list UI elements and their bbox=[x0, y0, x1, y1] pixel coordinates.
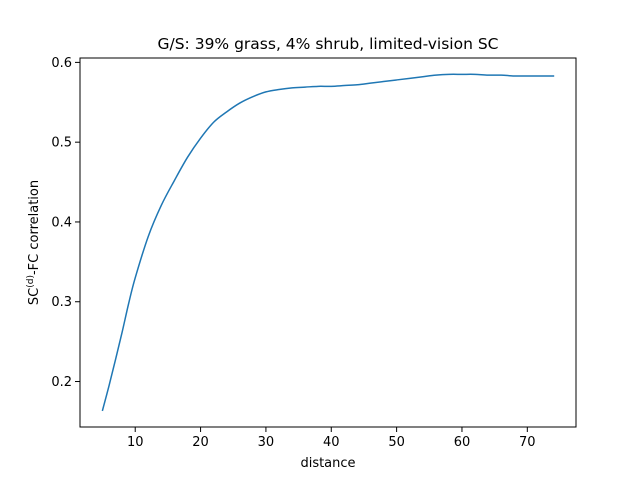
y-axis-label-suffix: -FC correlation bbox=[27, 180, 42, 275]
y-axis-label-prefix: SC bbox=[27, 288, 42, 305]
y-tick-label: 0.4 bbox=[51, 215, 72, 230]
y-tick-label: 0.2 bbox=[51, 375, 72, 390]
x-tick-label: 40 bbox=[323, 435, 340, 450]
y-tick-label: 0.3 bbox=[51, 295, 72, 310]
x-axis-label: distance bbox=[300, 456, 355, 471]
x-tick-label: 50 bbox=[388, 435, 405, 450]
x-tick-label: 30 bbox=[258, 435, 275, 450]
y-axis-label: SC(d)-FC correlation bbox=[26, 180, 42, 305]
x-tick-label: 70 bbox=[519, 435, 536, 450]
plot-area bbox=[79, 57, 577, 428]
x-tick-label: 20 bbox=[192, 435, 209, 450]
x-tick-label: 10 bbox=[127, 435, 144, 450]
y-axis: 0.2 0.3 0.4 0.5 0.6 bbox=[51, 56, 80, 390]
series-line bbox=[101, 73, 555, 412]
y-tick-label: 0.6 bbox=[51, 56, 72, 71]
y-axis-label-superscript: (d) bbox=[26, 275, 36, 288]
x-tick-label: 60 bbox=[454, 435, 471, 450]
y-tick-label: 0.5 bbox=[51, 136, 72, 151]
x-axis: 10 20 30 40 50 60 70 bbox=[127, 427, 536, 450]
chart-title: G/S: 39% grass, 4% shrub, limited-vision… bbox=[157, 35, 498, 53]
